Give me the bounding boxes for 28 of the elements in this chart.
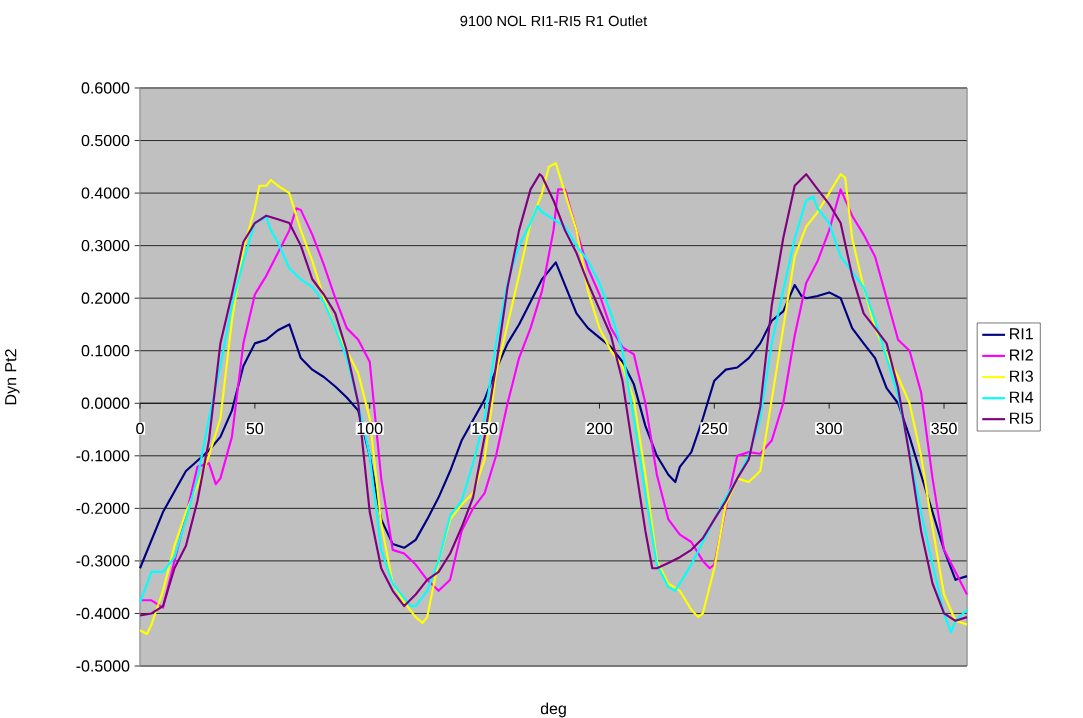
legend-label: RI5 — [1010, 412, 1033, 424]
legend-label: RI2 — [1010, 349, 1033, 361]
x-tick-label: 150 — [472, 422, 498, 435]
x-tick-label: 0 — [136, 422, 144, 435]
y-tick-label: 0.5000 — [81, 134, 130, 147]
legend-label: RI4 — [1010, 391, 1034, 403]
y-tick-label: -0.5000 — [76, 660, 130, 672]
legend-label: RI3 — [1010, 370, 1033, 382]
x-tick-label: 250 — [701, 422, 728, 435]
x-tick-label: 50 — [246, 422, 264, 435]
x-tick-label: 300 — [816, 422, 842, 435]
y-tick-label: 0.0000 — [81, 397, 130, 409]
chart-title: 9100 NOL RI1-RI5 R1 Outlet — [460, 15, 648, 27]
x-tick-label: 200 — [586, 422, 613, 435]
x-axis-title: deg — [540, 702, 566, 718]
y-tick-label: -0.1000 — [76, 450, 130, 462]
y-tick-label: 0.1000 — [81, 345, 130, 357]
y-tick-label: 0.2000 — [81, 292, 130, 304]
y-tick-label: 0.6000 — [81, 82, 130, 94]
x-tick-label: 350 — [931, 422, 957, 435]
y-tick-label: 0.3000 — [81, 239, 130, 252]
y-tick-label: -0.4000 — [76, 607, 130, 620]
x-tick-label: 100 — [357, 422, 383, 435]
y-axis-title: Dyn Pt2 — [5, 349, 20, 405]
legend-label: RI1 — [1010, 328, 1033, 340]
y-tick-label: -0.3000 — [76, 555, 130, 567]
y-tick-label: -0.2000 — [76, 502, 130, 515]
y-tick-label: 0.4000 — [81, 187, 130, 199]
